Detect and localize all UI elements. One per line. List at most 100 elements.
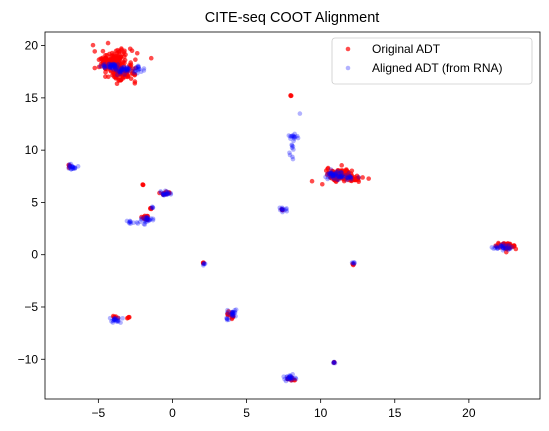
data-point bbox=[288, 136, 293, 141]
data-point bbox=[140, 182, 146, 188]
data-point bbox=[345, 176, 351, 181]
data-point bbox=[345, 175, 350, 181]
data-point bbox=[287, 152, 293, 158]
data-point bbox=[108, 65, 114, 70]
data-point bbox=[134, 50, 140, 56]
data-point bbox=[336, 173, 341, 178]
data-point bbox=[68, 166, 74, 172]
data-point bbox=[103, 55, 109, 61]
data-point bbox=[149, 205, 155, 211]
data-point bbox=[347, 174, 353, 179]
data-point bbox=[120, 66, 125, 72]
data-point bbox=[119, 68, 125, 74]
data-point bbox=[326, 175, 331, 180]
data-point bbox=[335, 177, 340, 183]
data-point bbox=[115, 318, 121, 324]
data-point bbox=[118, 66, 124, 71]
data-point bbox=[328, 172, 333, 177]
data-point bbox=[347, 174, 352, 179]
data-point bbox=[133, 68, 138, 74]
data-point bbox=[336, 174, 341, 179]
data-point bbox=[106, 62, 112, 67]
data-point bbox=[122, 60, 127, 66]
data-point bbox=[340, 175, 346, 180]
data-point bbox=[150, 205, 156, 210]
data-point bbox=[139, 217, 144, 222]
data-point bbox=[117, 69, 123, 75]
data-point bbox=[200, 260, 206, 266]
data-point bbox=[122, 68, 128, 73]
data-point bbox=[349, 260, 355, 265]
data-point bbox=[291, 136, 297, 141]
data-point bbox=[326, 171, 332, 176]
data-point bbox=[102, 65, 108, 71]
data-point bbox=[332, 172, 338, 177]
data-point bbox=[284, 374, 290, 380]
data-point bbox=[331, 176, 337, 182]
data-point bbox=[283, 378, 289, 384]
data-point bbox=[289, 142, 294, 148]
data-point bbox=[279, 205, 285, 211]
data-point bbox=[291, 134, 297, 140]
data-point bbox=[500, 247, 506, 253]
data-point bbox=[335, 168, 341, 174]
data-point bbox=[331, 360, 336, 366]
data-point bbox=[503, 249, 509, 255]
data-point bbox=[338, 174, 344, 179]
data-point bbox=[113, 66, 118, 72]
data-point bbox=[509, 244, 515, 250]
data-point bbox=[123, 68, 129, 74]
data-point bbox=[137, 66, 142, 72]
data-point bbox=[201, 263, 206, 268]
data-point bbox=[507, 246, 513, 252]
data-point bbox=[127, 221, 132, 226]
data-point bbox=[288, 378, 294, 383]
data-point bbox=[284, 376, 290, 382]
data-point bbox=[121, 64, 127, 70]
data-point bbox=[103, 74, 108, 79]
data-point bbox=[356, 175, 362, 180]
data-point bbox=[336, 171, 342, 176]
data-point bbox=[282, 376, 287, 382]
data-point bbox=[332, 360, 337, 365]
data-point bbox=[134, 220, 140, 225]
data-point bbox=[107, 64, 113, 69]
data-point bbox=[121, 64, 127, 70]
data-point bbox=[119, 67, 125, 72]
data-point bbox=[135, 221, 141, 226]
data-point bbox=[286, 377, 292, 382]
data-point bbox=[114, 319, 119, 324]
data-point bbox=[227, 312, 233, 318]
x-tick-label: 10 bbox=[314, 406, 328, 420]
data-point bbox=[325, 166, 330, 172]
data-point bbox=[288, 373, 293, 379]
data-point bbox=[139, 214, 144, 220]
data-point bbox=[287, 150, 292, 156]
data-point bbox=[119, 67, 125, 72]
data-point bbox=[104, 64, 110, 69]
data-point bbox=[101, 64, 107, 70]
legend-box bbox=[331, 37, 533, 85]
data-point bbox=[327, 170, 333, 176]
data-point bbox=[495, 245, 501, 251]
data-point bbox=[496, 241, 502, 247]
data-point bbox=[338, 174, 343, 179]
data-point bbox=[277, 207, 283, 213]
data-point bbox=[230, 309, 235, 315]
data-point bbox=[289, 143, 295, 148]
chart-title: CITE-seq COOT Alignment bbox=[205, 10, 380, 26]
data-point bbox=[127, 66, 132, 72]
data-point bbox=[145, 215, 150, 221]
data-point bbox=[66, 166, 71, 171]
data-point bbox=[143, 219, 148, 225]
data-point bbox=[331, 360, 336, 365]
data-point bbox=[330, 172, 336, 178]
data-point bbox=[360, 175, 365, 180]
data-point bbox=[115, 62, 121, 67]
data-point bbox=[135, 64, 141, 70]
data-point bbox=[108, 62, 113, 68]
data-point bbox=[119, 68, 124, 73]
data-point bbox=[124, 218, 130, 224]
data-point bbox=[116, 315, 121, 321]
data-point bbox=[148, 216, 154, 221]
